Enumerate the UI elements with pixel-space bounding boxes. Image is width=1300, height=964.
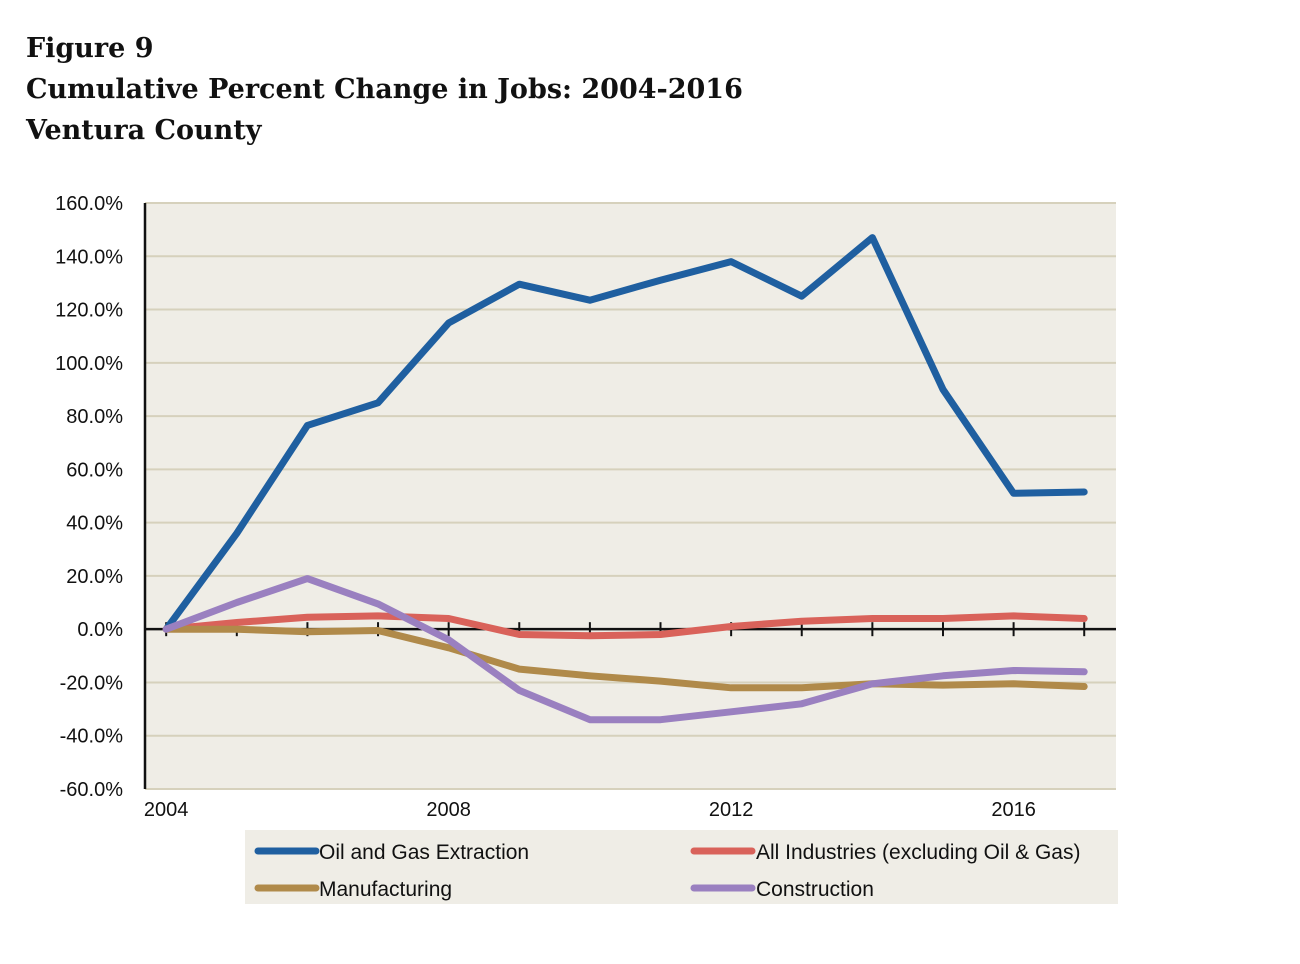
y-tick-label: 0.0% (77, 619, 123, 641)
gridlines (145, 202, 1116, 790)
chart-subtitle: Ventura County (26, 115, 262, 146)
series-line (162, 625, 1088, 692)
y-tick-label: 140.0% (55, 246, 123, 268)
legend-label: Construction (756, 878, 874, 901)
chart-heading: Figure 9 Cumulative Percent Change in Jo… (26, 28, 743, 151)
y-tick-label: 40.0% (66, 513, 123, 535)
y-tick-label: 100.0% (55, 353, 123, 375)
legend-label: Manufacturing (319, 878, 452, 901)
legend-box (245, 830, 1118, 904)
x-tick-label: 2012 (709, 799, 754, 821)
series-line (162, 612, 1088, 640)
figure-label: Figure 9 (26, 33, 154, 64)
legend: Oil and Gas Extraction All Industries (ex… (245, 830, 1118, 904)
y-tick-label: -20.0% (60, 672, 124, 694)
x-tick-label: 2016 (991, 799, 1036, 821)
y-tick-label: 80.0% (66, 406, 123, 428)
series-line (162, 575, 1088, 724)
x-axis-tick-labels: 2004 2008 2012 2016 (144, 799, 1036, 821)
plot-area (145, 203, 1116, 789)
series-line (162, 234, 1088, 633)
chart-title: Cumulative Percent Change in Jobs: 2004-… (26, 74, 743, 105)
y-tick-label: -40.0% (60, 726, 124, 748)
series-lines (162, 234, 1088, 724)
y-tick-label: 60.0% (66, 459, 123, 481)
y-tick-label: -60.0% (60, 779, 124, 801)
y-tick-label: 20.0% (66, 566, 123, 588)
y-tick-label: 120.0% (55, 300, 123, 322)
x-tick-label: 2008 (426, 799, 471, 821)
x-tick-label: 2004 (144, 799, 189, 821)
legend-label: Oil and Gas Extraction (319, 841, 529, 864)
y-axis-tick-labels: 160.0% 140.0% 120.0% 100.0% 80.0% 60.0% 40.0% 2… (55, 193, 123, 801)
legend-label: All Industries (excluding Oil & Gas) (756, 841, 1080, 864)
y-tick-label: 160.0% (55, 193, 123, 215)
